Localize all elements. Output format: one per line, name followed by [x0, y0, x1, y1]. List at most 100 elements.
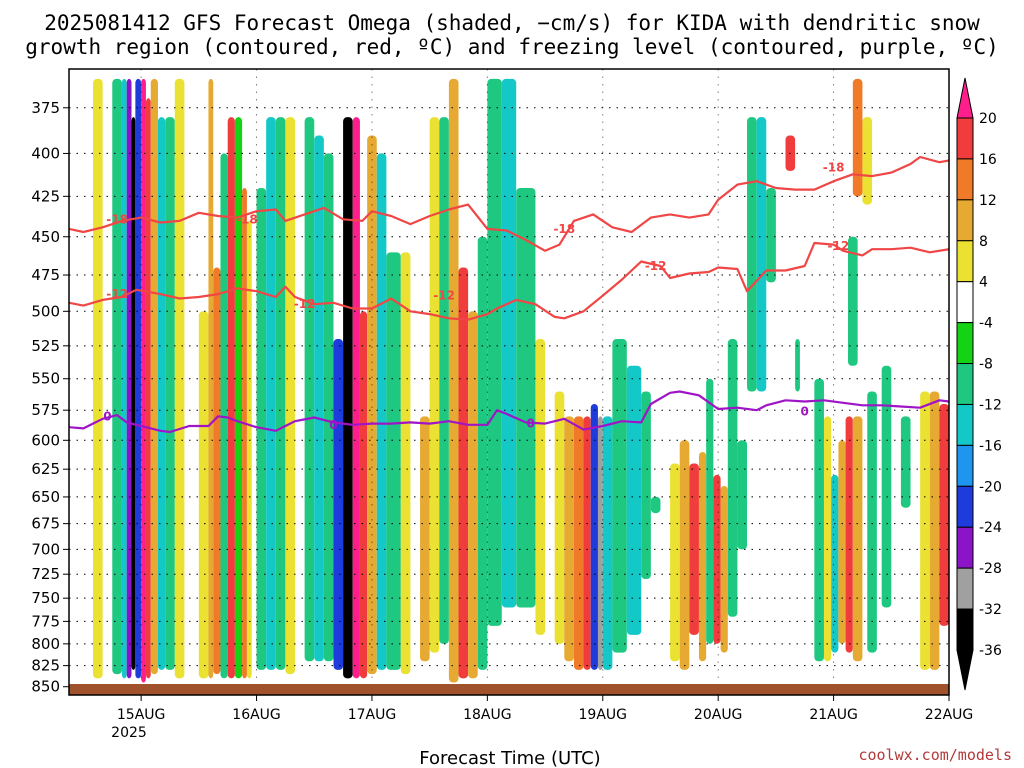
contour-label-6: -12: [433, 289, 455, 303]
omega-band-56: [650, 496, 661, 514]
omega-band-22: [275, 117, 286, 670]
colorbar-bin-11: [956, 567, 974, 610]
omega-band-51: [597, 416, 603, 670]
ground-terrain: [69, 684, 949, 695]
omega-band-49: [583, 416, 591, 670]
colorbar-label-1: 16: [979, 152, 997, 168]
contour-labels: -18 -18 -18 -18 -12 -12 -12 -12 -12 0 0 0 0: [103, 160, 849, 431]
colorbar-label-4: 4: [979, 275, 988, 291]
omega-band-9: [157, 117, 166, 670]
omega-band-53: [612, 339, 627, 653]
omega-band-44: [516, 187, 536, 608]
colorbar-label-9: -20: [979, 479, 1002, 495]
omega-band-2: [121, 78, 127, 679]
contour-line-2: [69, 390, 949, 434]
x-tick-label-1: 16AUG: [232, 707, 281, 723]
omega-band-43: [501, 78, 517, 608]
omega-band-76: [848, 236, 858, 366]
y-tick-label-850: 850: [31, 678, 60, 696]
omega-band-36: [429, 117, 440, 653]
omega-band-39: [458, 267, 469, 679]
colorbar-bin-0: [956, 117, 974, 160]
omega-band-55: [641, 391, 651, 580]
omega-band-68: [766, 187, 776, 283]
colorbar-bin-5: [956, 322, 974, 365]
omega-band-80: [900, 416, 911, 508]
x-axis-ticks: 15AUG 16AUG 17AUG 18AUG 19AUG 20AUG 21AUG 22AUG: [117, 695, 973, 723]
y-tick-label-400: 400: [31, 144, 60, 162]
contour-label-8: -12: [828, 239, 850, 253]
y-tick-label-475: 475: [31, 266, 60, 284]
omega-band-19: [246, 220, 252, 679]
omega-band-6: [141, 78, 146, 683]
colorbar-label-12: -32: [979, 602, 1002, 618]
contour-label-12: 0: [801, 404, 809, 418]
omega-band-32: [376, 153, 387, 670]
omega-band-27: [333, 339, 344, 670]
omega-band-58: [679, 440, 690, 670]
omega-band-34: [400, 252, 411, 675]
omega-band-28: [343, 117, 353, 679]
omega-band-31: [367, 135, 377, 675]
x-tick-label-2: 17AUG: [348, 707, 397, 723]
omega-band-83: [939, 404, 949, 626]
omega-band-65: [737, 440, 748, 550]
y-tick-label-700: 700: [31, 540, 60, 558]
omega-band-5: [135, 78, 142, 679]
chart-title-line-2: growth region (contoured, red, ºC) and f…: [25, 35, 999, 59]
omega-band-10: [165, 117, 175, 670]
omega-band-64: [727, 339, 738, 617]
omega-band-12: [198, 311, 209, 679]
omega-band-72: [838, 440, 846, 644]
y-tick-label-500: 500: [31, 302, 60, 320]
colorbar-bottom-arrow: [956, 649, 974, 691]
omega-band-8: [150, 78, 158, 675]
contour-line-1: [69, 241, 949, 321]
omega-band-15: [220, 153, 228, 679]
x-tick-label-3: 18AUG: [463, 707, 512, 723]
omega-band-41: [477, 236, 488, 670]
y-tick-label-800: 800: [31, 635, 60, 653]
omega-band-57: [670, 463, 680, 662]
y-tick-label-575: 575: [31, 401, 60, 419]
omega-shading: [93, 78, 949, 683]
y-tick-label-825: 825: [31, 657, 60, 675]
omega-band-45: [535, 339, 546, 635]
plot-frame: [68, 68, 950, 696]
contour-label-4: -12: [106, 287, 128, 301]
omega-band-60: [698, 451, 707, 662]
x-tick-label-4: 19AUG: [579, 707, 628, 723]
colorbar-label-10: -24: [979, 520, 1002, 536]
omega-band-25: [314, 135, 324, 662]
colorbar-bin-1: [956, 158, 974, 201]
omega-band-77: [862, 117, 873, 205]
contour-label-0: -18: [106, 212, 128, 226]
omega-band-18: [242, 187, 247, 679]
colorbar-bin-10: [956, 526, 974, 569]
omega-band-47: [564, 416, 574, 662]
omega-band-67: [756, 117, 767, 392]
contour-label-2: -18: [553, 222, 575, 236]
colorbar-label-8: -16: [979, 438, 1002, 454]
omega-band-62: [713, 474, 721, 644]
omega-band-69: [814, 378, 824, 662]
colorbar-bin-4: [956, 281, 974, 324]
omega-band-74: [852, 416, 863, 662]
omega-band-11: [174, 78, 185, 679]
contour-label-3: -18: [823, 160, 845, 174]
omega-band-63: [720, 485, 728, 653]
omega-band-71: [831, 474, 839, 653]
omega-band-61: [706, 378, 714, 644]
y-tick-label-375: 375: [31, 99, 60, 117]
x-tick-label-5: 20AUG: [694, 707, 743, 723]
x-tick-label-6: 21AUG: [809, 707, 858, 723]
y-tick-label-550: 550: [31, 370, 60, 388]
omega-band-35: [420, 416, 430, 662]
y-tick-label-625: 625: [31, 460, 60, 478]
contour-label-1: -18: [236, 212, 258, 226]
y-tick-label-425: 425: [31, 187, 60, 205]
colorbar-label-13: -36: [979, 643, 1002, 659]
omega-band-24: [304, 117, 315, 662]
omega-band-21: [266, 117, 276, 670]
omega-band-59: [689, 463, 699, 635]
